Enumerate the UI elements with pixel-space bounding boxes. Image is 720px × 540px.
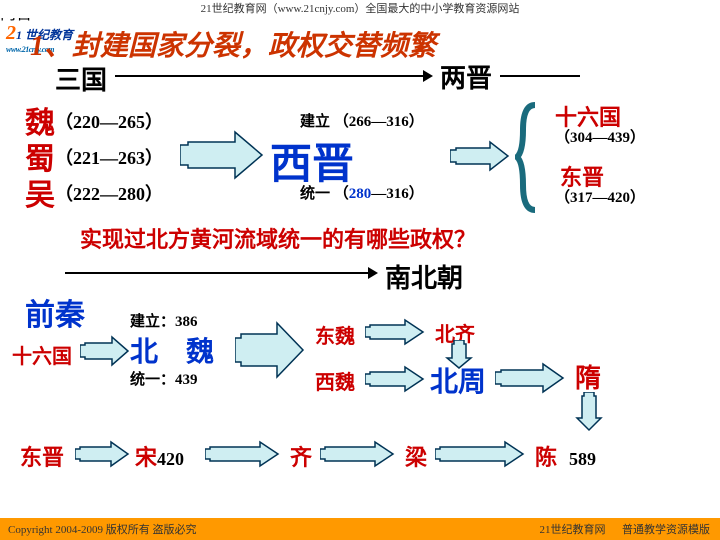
label-qianqin: 前秦	[25, 290, 85, 334]
xijin-jianli-lbl: 建立	[300, 114, 330, 130]
banner-right-2: 普通教学资源模版	[622, 524, 710, 536]
song-date: 420	[157, 449, 184, 469]
bottom-banner: Copyright 2004-2009 版权所有 盗版必究 21世纪教育网 普通…	[0, 518, 720, 540]
arrow-xijin-out	[450, 140, 510, 172]
banner-right-1: 21世纪教育网	[540, 524, 606, 536]
arrow-dongwei-beiqi	[365, 318, 425, 346]
arrow-liang-chen	[435, 440, 525, 468]
dongjin-date: （317—420）	[555, 186, 645, 207]
wu-date: （222—280）	[55, 180, 163, 206]
logo-2: 2	[6, 22, 16, 44]
arrow-sui-down	[575, 392, 603, 432]
beiwei-jianli: 建立：386	[130, 310, 198, 331]
banner-right: 21世纪教育网 普通教学资源模版	[540, 521, 711, 537]
label-wu: 吴	[25, 170, 55, 214]
shu-date: （221—263）	[55, 144, 163, 170]
label-beizhou: 北周	[430, 360, 486, 400]
arrow-shiliu-beiwei	[80, 335, 130, 367]
label-sui: 隋	[575, 358, 601, 395]
beiwei-tongyi: 统一：439	[130, 368, 198, 389]
arrow-beizhou-sui	[495, 362, 565, 394]
chen-date: 589	[569, 449, 596, 469]
arrow-to-nanbeichao	[65, 272, 370, 274]
label-qi: 齐	[290, 440, 312, 472]
arrow-qi-liang	[320, 440, 395, 468]
label-song: 宋	[135, 445, 157, 470]
label-beiwei: 北 魏	[130, 330, 214, 370]
arrow-beiwei-out	[235, 320, 305, 380]
xijin-tongyi-a: （	[334, 186, 349, 202]
arrow-xiwei-beizhou	[365, 365, 425, 393]
arrow-dongjin-song	[75, 440, 130, 468]
section-liangjin: 两晋	[440, 58, 492, 95]
copyright-text: Copyright 2004-2009 版权所有 盗版必究	[8, 521, 197, 537]
page-title: 1、封建国家分裂，政权交替频繁	[30, 24, 436, 64]
label-liang: 梁	[405, 440, 427, 472]
wei-date: （220—265）	[55, 108, 163, 134]
line-after-liangjin	[500, 75, 580, 77]
xijin-tongyi-c: —316）	[371, 186, 424, 202]
section-nanbeichao: 南北朝	[385, 258, 463, 295]
shiliuguo-date: （304—439）	[555, 126, 645, 147]
xijin-tongyi-b: 280	[349, 186, 372, 202]
brace-icon	[515, 100, 545, 215]
question-text: 实现过北方黄河流域统一的有哪些政权？	[80, 222, 476, 254]
arrow-song-qi	[205, 440, 280, 468]
arrow-to-xijin	[180, 130, 265, 180]
section-sanguo: 三国	[55, 60, 107, 97]
label-chen: 陈	[535, 445, 557, 470]
top-banner: 21世纪教育网（www.21cnjy.com）全国最大的中小学教育资源网站	[0, 0, 720, 18]
label-dongwei: 东魏	[315, 320, 355, 349]
xijin-jianli-date: （266—316）	[334, 114, 424, 130]
label-dongjin-2: 东晋	[20, 440, 64, 472]
label-xiwei: 西魏	[315, 366, 355, 395]
arrow-sanguo-liangjin	[115, 75, 425, 77]
label-shiliuguo-2: 十六国	[12, 340, 72, 369]
xijin-tongyi-lbl: 统一	[300, 186, 330, 202]
